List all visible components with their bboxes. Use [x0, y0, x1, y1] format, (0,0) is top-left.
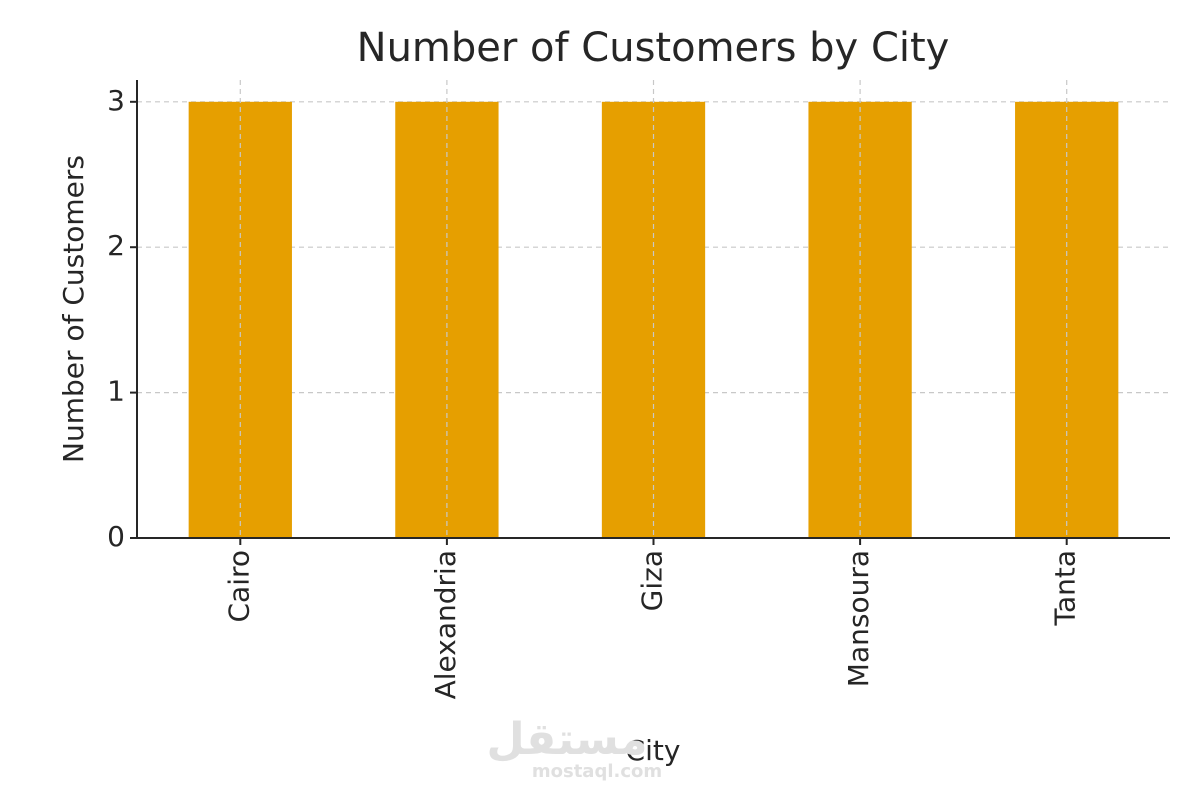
y-tick-label: 0 — [107, 520, 125, 553]
x-tick-label: Giza — [636, 550, 669, 611]
x-tick-label: Tanta — [1049, 550, 1082, 627]
bar — [808, 101, 912, 539]
bar — [1015, 101, 1119, 539]
watermark-arabic: مستقل — [487, 714, 648, 765]
watermark-latin: mostaql.com — [532, 761, 662, 782]
bar — [395, 101, 499, 539]
y-tick-label: 1 — [107, 375, 125, 408]
x-tick-label: Cairo — [222, 550, 255, 623]
bar — [601, 101, 706, 539]
chart-title: Number of Customers by City — [357, 25, 950, 71]
y-tick-label: 3 — [107, 84, 125, 117]
x-axis-label: City — [626, 734, 681, 767]
y-axis-label: Number of Customers — [57, 155, 90, 463]
bar — [188, 101, 292, 539]
x-tick-label: Alexandria — [429, 550, 462, 699]
y-tick-label: 2 — [107, 229, 125, 262]
x-tick-label: Mansoura — [842, 550, 875, 687]
